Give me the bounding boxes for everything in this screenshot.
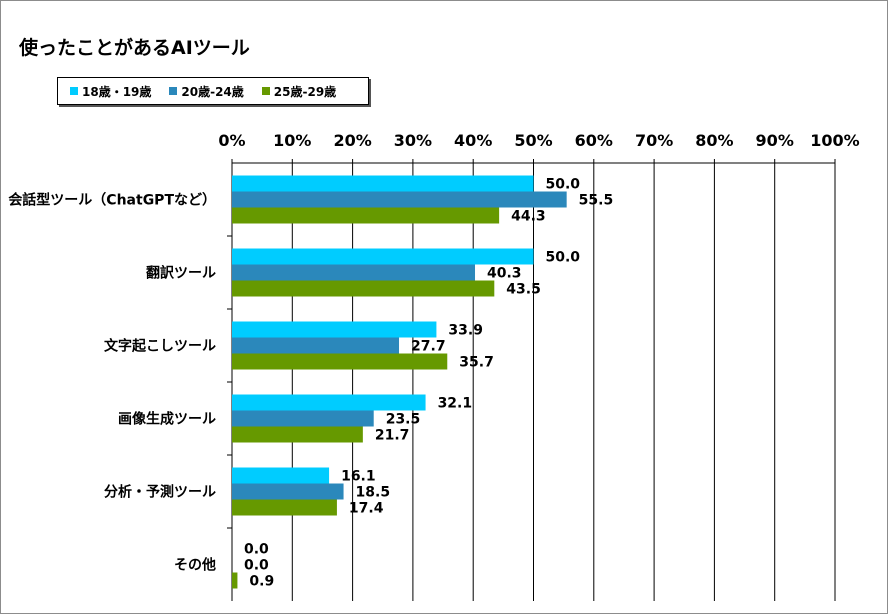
data-label: 40.3 bbox=[487, 266, 522, 282]
category-label: 翻訳ツール bbox=[146, 265, 216, 282]
x-tick-label: 10% bbox=[273, 131, 311, 150]
bar bbox=[232, 467, 330, 484]
legend-swatch-series-3 bbox=[261, 87, 270, 95]
legend-label-series-1: 18歳・19歳 bbox=[82, 84, 152, 99]
bar bbox=[232, 321, 437, 338]
data-label: 35.7 bbox=[459, 355, 494, 371]
legend-label-series-2: 20歳-24歳 bbox=[181, 84, 244, 99]
bar bbox=[232, 264, 476, 281]
bar bbox=[232, 394, 426, 411]
bar bbox=[232, 572, 238, 589]
bar bbox=[232, 280, 495, 297]
legend: 18歳・19歳 20歳-24歳 25歳-29歳 bbox=[57, 77, 369, 105]
x-tick-label: 60% bbox=[575, 131, 613, 150]
x-tick-label: 80% bbox=[695, 131, 733, 150]
legend-item-series-2: 20歳-24歳 bbox=[169, 83, 244, 100]
x-tick-label: 100% bbox=[810, 131, 859, 150]
data-label: 44.3 bbox=[511, 209, 546, 225]
legend-item-series-1: 18歳・19歳 bbox=[70, 83, 151, 100]
data-label: 21.7 bbox=[375, 428, 410, 444]
data-label: 0.0 bbox=[244, 558, 269, 574]
chart-title: 使ったことがあるAIツール bbox=[19, 37, 250, 59]
x-tick-label: 90% bbox=[756, 131, 794, 150]
category-label: 文字起こしツール bbox=[104, 338, 216, 355]
x-tick-label: 40% bbox=[454, 131, 492, 150]
category-label: 会話型ツール（ChatGPTなど） bbox=[8, 192, 216, 209]
data-label: 55.5 bbox=[579, 193, 614, 209]
legend-swatch-series-2 bbox=[169, 87, 178, 95]
x-tick-label: 0% bbox=[218, 131, 245, 150]
category-label: 分析・予測ツール bbox=[104, 484, 216, 501]
bar bbox=[232, 248, 534, 265]
bar bbox=[232, 426, 363, 443]
bar bbox=[232, 410, 374, 427]
bar bbox=[232, 337, 400, 354]
data-label: 23.5 bbox=[386, 412, 421, 428]
data-label: 32.1 bbox=[438, 396, 473, 412]
x-tick-label: 50% bbox=[514, 131, 552, 150]
data-label: 50.0 bbox=[546, 250, 581, 266]
x-tick-label: 70% bbox=[635, 131, 673, 150]
data-label: 0.9 bbox=[249, 574, 274, 590]
data-label: 27.7 bbox=[411, 339, 446, 355]
data-label: 0.0 bbox=[244, 542, 269, 558]
bar bbox=[232, 191, 567, 208]
data-label: 43.5 bbox=[506, 282, 541, 298]
legend-label-series-3: 25歳-29歳 bbox=[273, 84, 337, 99]
data-label: 50.0 bbox=[546, 177, 581, 193]
bar bbox=[232, 207, 500, 224]
bar bbox=[232, 499, 337, 516]
bar bbox=[232, 175, 534, 192]
x-tick-label: 30% bbox=[394, 131, 432, 150]
data-label: 16.1 bbox=[341, 469, 376, 485]
category-label: 画像生成ツール bbox=[118, 411, 216, 428]
category-label: その他 bbox=[174, 557, 216, 574]
data-label: 33.9 bbox=[448, 323, 483, 339]
data-label: 17.4 bbox=[349, 501, 384, 517]
data-label: 18.5 bbox=[356, 485, 391, 501]
legend-swatch-series-1 bbox=[70, 87, 78, 95]
legend-item-series-3: 25歳-29歳 bbox=[261, 83, 337, 100]
bar bbox=[232, 483, 344, 500]
bar bbox=[232, 353, 448, 370]
x-tick-label: 20% bbox=[333, 131, 371, 150]
